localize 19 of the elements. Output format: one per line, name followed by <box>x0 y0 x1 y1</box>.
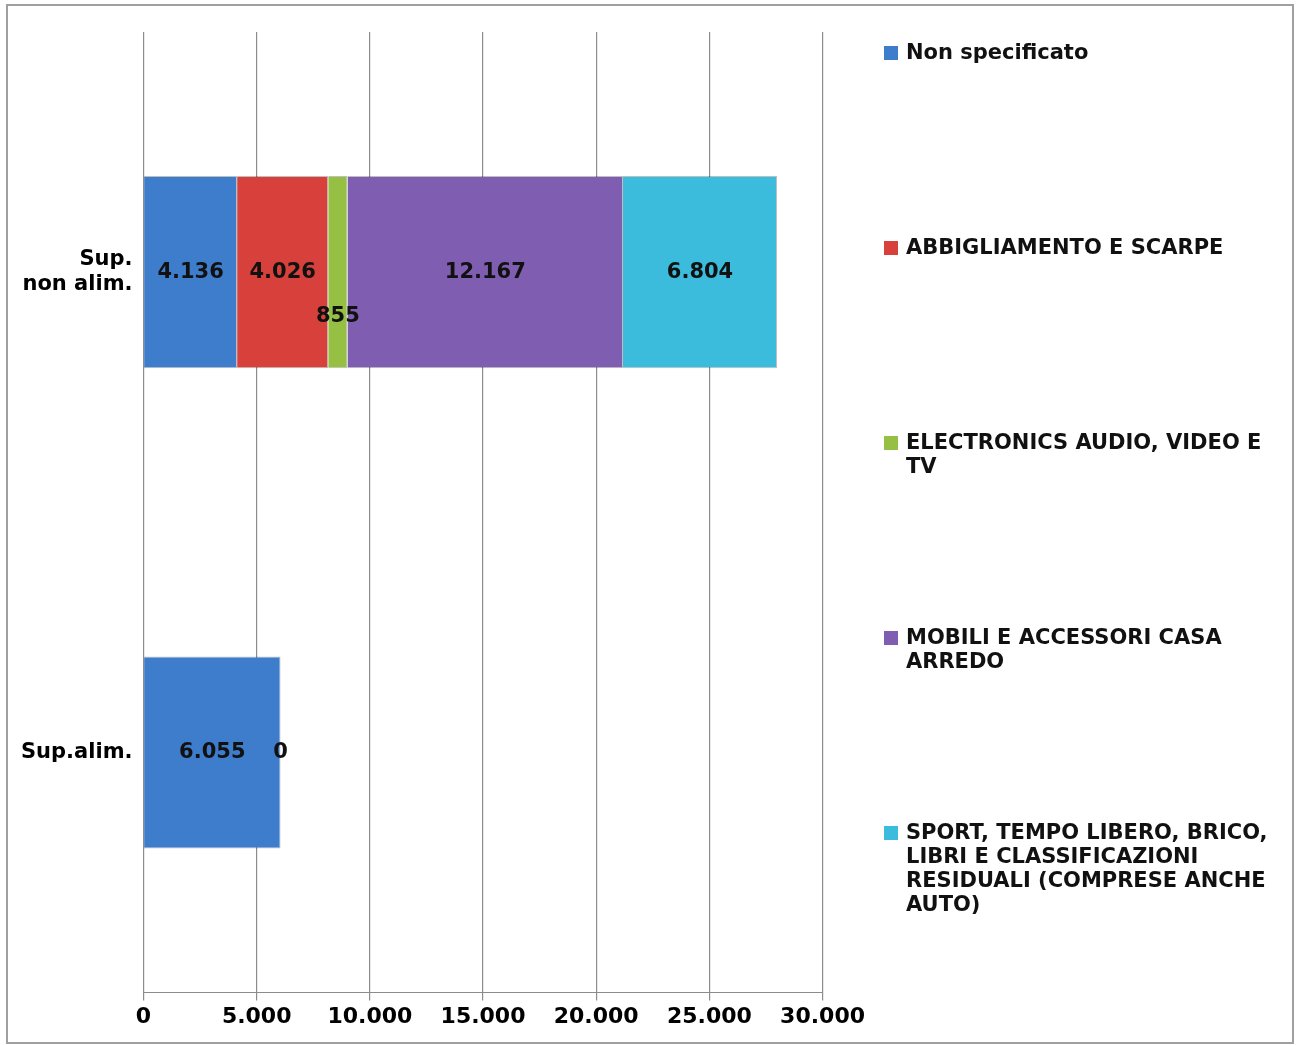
x-tick-label: 20.000 <box>553 1002 639 1028</box>
legend-label: MOBILI E ACCESSORI CASA ARREDO <box>906 625 1223 673</box>
x-tick-label: 25.000 <box>666 1002 752 1028</box>
data-label: 12.167 <box>444 258 526 283</box>
data-label: 6.055 <box>179 738 246 763</box>
x-tick-label: 0 <box>135 1002 152 1028</box>
legend-label: SPORT, TEMPO LIBERO, BRICO, LIBRI E CLASSIFICAZIONI RESIDUALI (COMPRESE ANCHE AUTO) <box>906 820 1269 916</box>
legend-label: ABBIGLIAMENTO E SCARPE <box>906 235 1224 259</box>
x-tick-label: 15.000 <box>440 1002 526 1028</box>
x-tick-label: 30.000 <box>780 1002 866 1028</box>
legend-label: Non specificato <box>906 40 1089 64</box>
x-tick-label: 5.000 <box>221 1002 292 1028</box>
data-label: 4.026 <box>249 258 316 283</box>
data-label: 4.136 <box>157 258 224 283</box>
y-tick-label: Sup. non alim. <box>22 246 133 296</box>
x-tick-label: 10.000 <box>327 1002 413 1028</box>
y-tick-label: Sup.alim. <box>21 738 133 763</box>
data-label: 6.804 <box>666 258 734 283</box>
legend-label: ELECTRONICS AUDIO, VIDEO E TV <box>906 430 1263 478</box>
